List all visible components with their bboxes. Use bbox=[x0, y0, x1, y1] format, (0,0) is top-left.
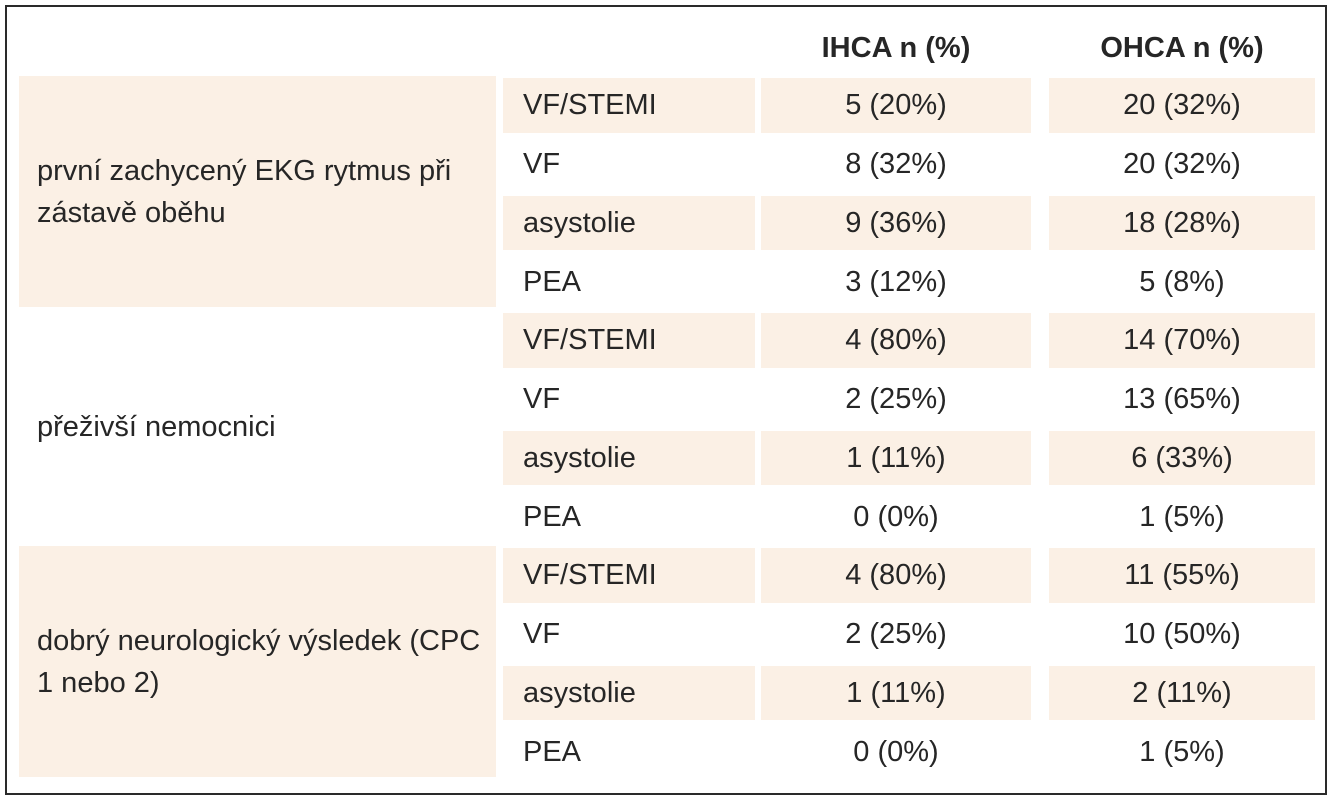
rhythm-cell: PEA bbox=[523, 735, 582, 768]
rhythm-cell: asystolie bbox=[503, 430, 755, 486]
results-table: IHCA n (%) OHCA n (%) první zachycený EK… bbox=[5, 5, 1327, 795]
rhythm-cell: PEA bbox=[523, 500, 582, 533]
ihca-value-cell: 9 (36%) bbox=[761, 195, 1031, 251]
rhythm-cell: asystolie bbox=[503, 195, 755, 251]
ihca-value-cell: 3 (12%) bbox=[845, 265, 947, 298]
ohca-value-cell: 14 (70%) bbox=[1049, 313, 1315, 368]
ihca-value-cell: 0 (0%) bbox=[853, 735, 939, 768]
rhythm-cell: VF bbox=[523, 618, 561, 651]
rhythm-cell: VF/STEMI bbox=[503, 78, 755, 133]
ohca-value-cell: 1 (5%) bbox=[1139, 500, 1225, 533]
ihca-value-cell: 4 (80%) bbox=[761, 548, 1031, 603]
ohca-value-cell: 10 (50%) bbox=[1123, 618, 1241, 651]
rhythm-cell: asystolie bbox=[503, 665, 755, 721]
rhythm-cell: PEA bbox=[523, 265, 582, 298]
group-label: dobrý neurologický výsledek (CPC 1 nebo … bbox=[19, 546, 496, 777]
group-label: první zachycený EKG rytmus při zástavě o… bbox=[19, 76, 496, 307]
ohca-value-cell: 5 (8%) bbox=[1139, 265, 1225, 298]
ihca-value-cell: 4 (80%) bbox=[761, 313, 1031, 368]
ihca-value-cell: 8 (32%) bbox=[845, 148, 947, 181]
ohca-value-cell: 20 (32%) bbox=[1123, 148, 1241, 181]
rhythm-cell: VF bbox=[523, 383, 561, 416]
rhythm-cell: VF/STEMI bbox=[503, 548, 755, 603]
rhythm-cell: VF/STEMI bbox=[503, 313, 755, 368]
ohca-value-cell: 2 (11%) bbox=[1049, 665, 1315, 721]
ohca-value-cell: 6 (33%) bbox=[1049, 430, 1315, 486]
ihca-value-cell: 1 (11%) bbox=[761, 430, 1031, 486]
header-blank-cell bbox=[19, 19, 496, 76]
ohca-value-cell: 11 (55%) bbox=[1049, 548, 1315, 603]
ihca-value-cell: 0 (0%) bbox=[853, 500, 939, 533]
ohca-value-cell: 20 (32%) bbox=[1049, 78, 1315, 133]
ohca-value-cell: 13 (65%) bbox=[1123, 383, 1241, 416]
rhythm-cell: VF bbox=[523, 148, 561, 181]
group-label: přeživší nemocnici bbox=[37, 410, 276, 443]
ohca-value-cell: 18 (28%) bbox=[1049, 195, 1315, 251]
column-header-ihca: IHCA n (%) bbox=[821, 31, 971, 64]
table-grid: IHCA n (%) OHCA n (%) první zachycený EK… bbox=[19, 19, 1325, 799]
column-header-ohca: OHCA n (%) bbox=[1100, 31, 1264, 64]
ohca-value-cell: 1 (5%) bbox=[1139, 735, 1225, 768]
ihca-value-cell: 1 (11%) bbox=[761, 665, 1031, 721]
ihca-value-cell: 2 (25%) bbox=[845, 618, 947, 651]
ihca-value-cell: 2 (25%) bbox=[845, 383, 947, 416]
ihca-value-cell: 5 (20%) bbox=[761, 78, 1031, 133]
